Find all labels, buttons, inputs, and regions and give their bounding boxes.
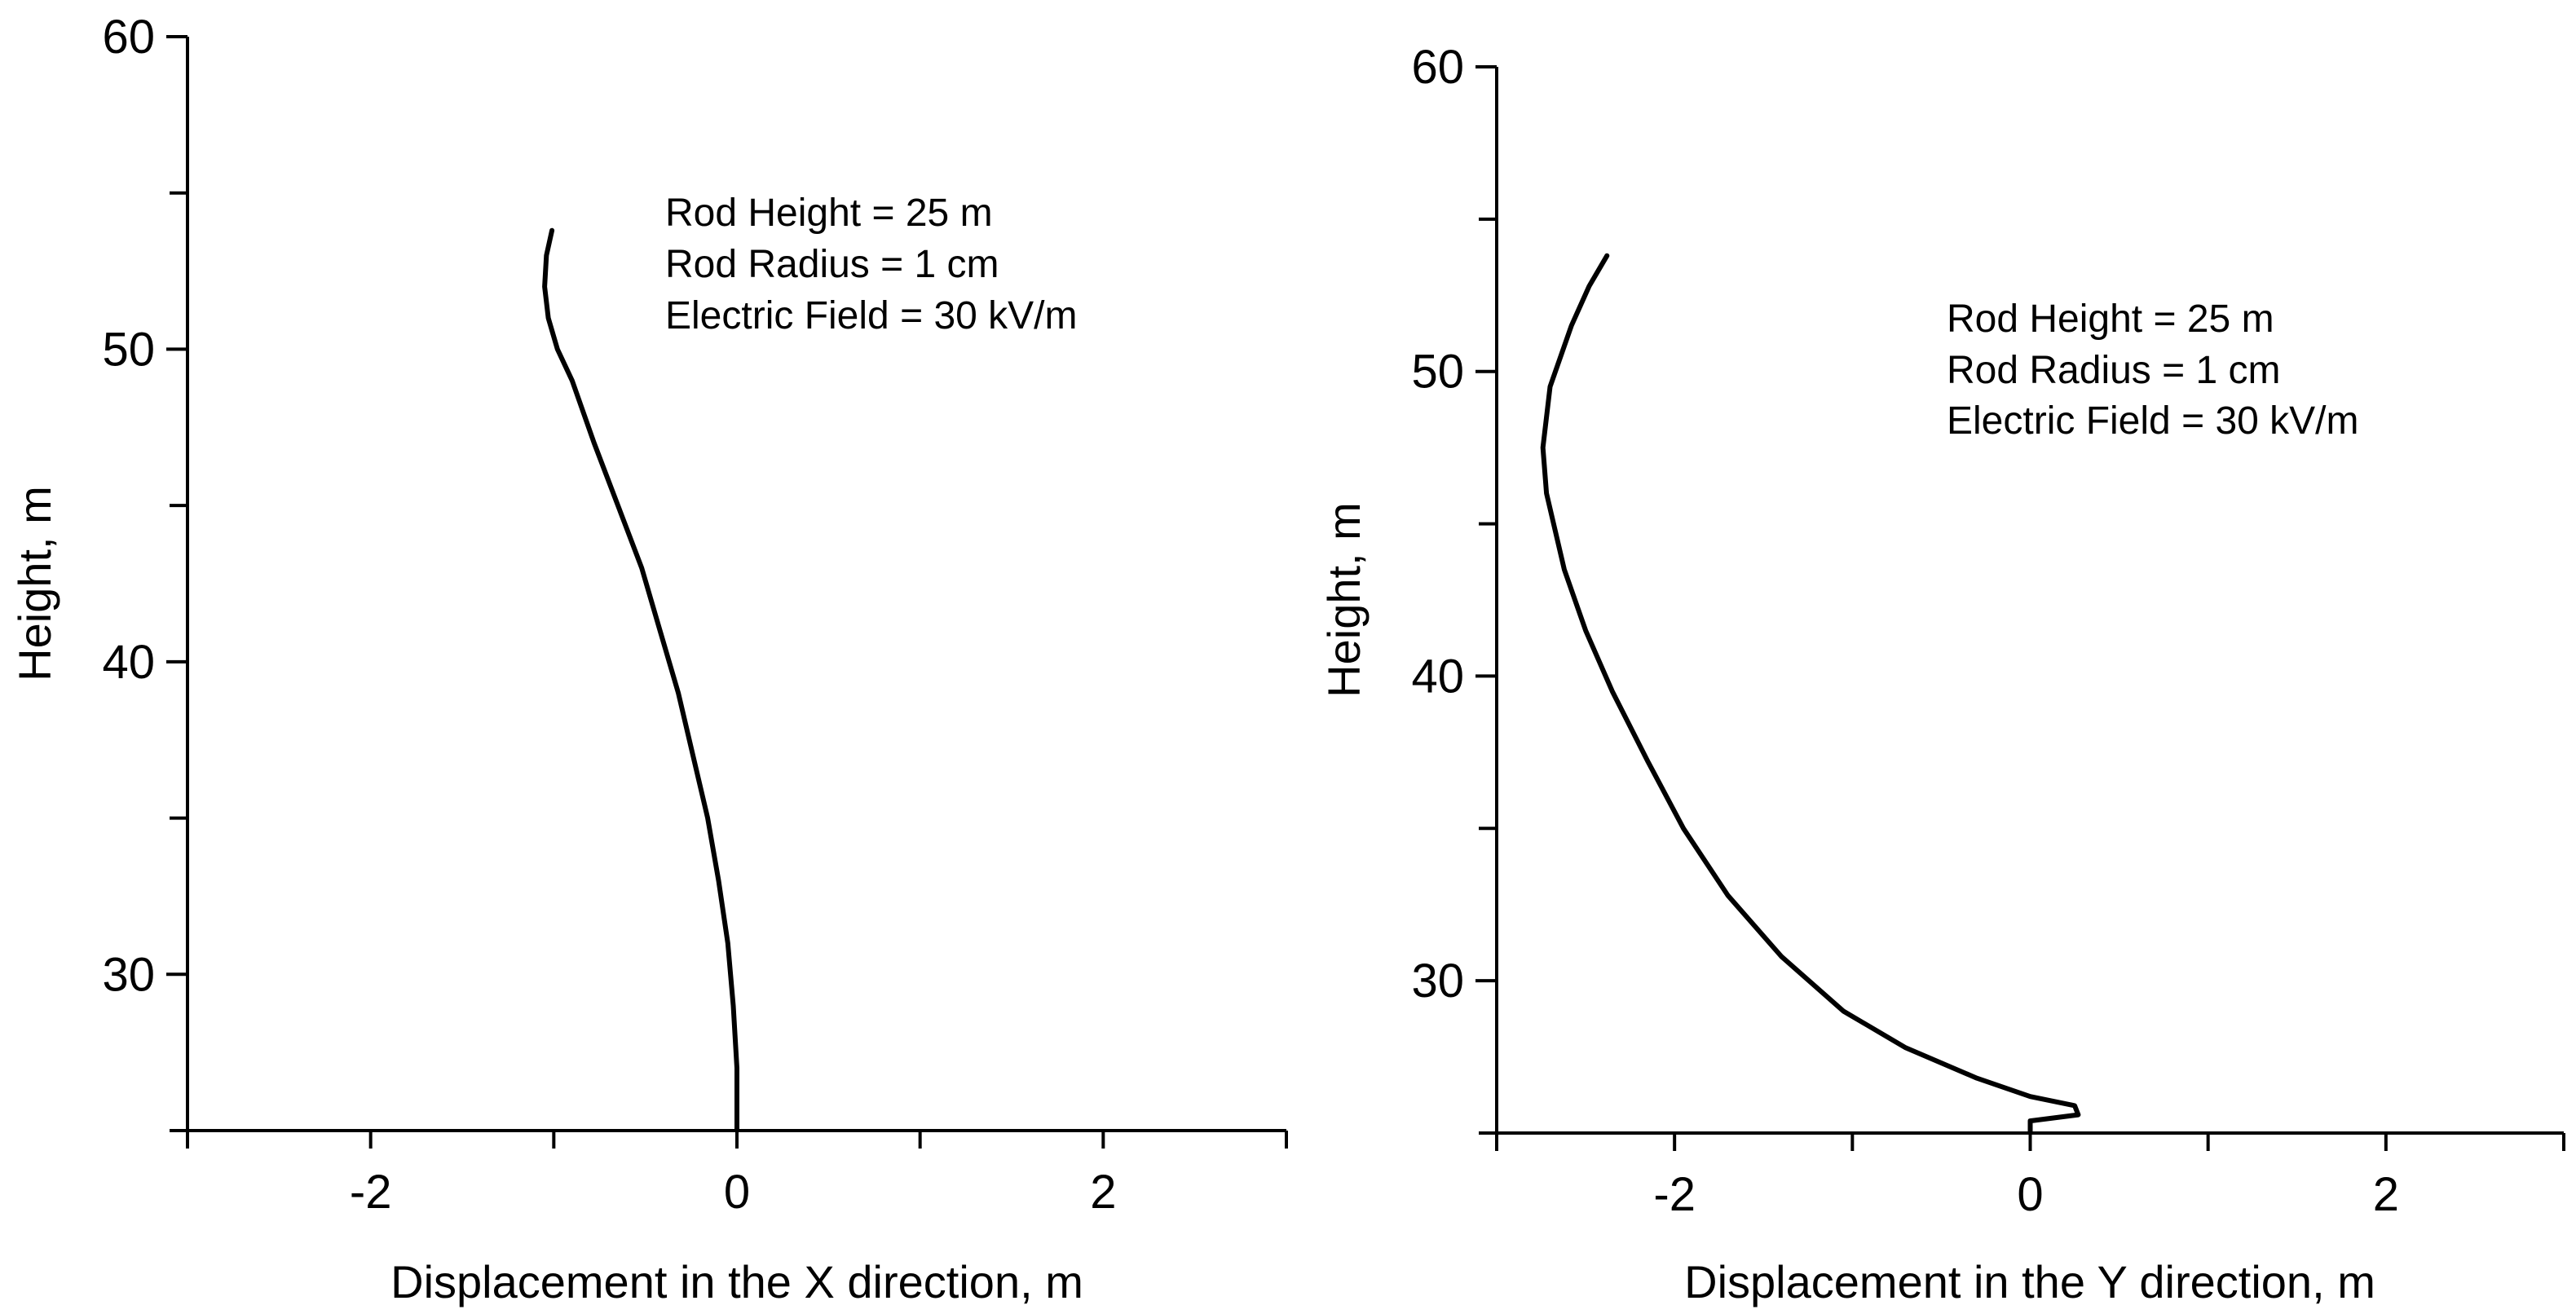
chart-panel-x: Displacement in the X direction, m Heigh… [9,11,1288,1307]
annotation-rod-height: Rod Height = 25 m [1947,298,2274,341]
annotation-electric-field: Electric Field = 30 kV/m [1947,399,2359,443]
annotation-electric-field: Electric Field = 30 kV/m [665,294,1078,337]
y-axis-title: Height, m [9,486,60,681]
y-tick-label: 50 [1411,346,1464,399]
y-tick-label: 30 [1411,955,1464,1008]
series-line-0-0 [542,227,739,1133]
y-tick-label: 50 [102,323,155,376]
x-tick-label: 0 [724,1166,750,1219]
x-tick-label: 0 [2017,1168,2043,1221]
x-tick-label: 2 [1090,1166,1116,1219]
series-line-1-0 [1540,253,2081,1135]
y-tick-label: 60 [1411,41,1464,94]
y-tick-label: 30 [102,948,155,1001]
annotation-rod-radius: Rod Radius = 1 cm [1947,349,2281,392]
y-tick-label: 40 [1411,650,1464,703]
y-tick-label: 60 [102,11,155,64]
x-tick-label: -2 [350,1166,392,1219]
y-tick-label: 40 [102,636,155,689]
x-axis-title: Displacement in the X direction, m [390,1256,1083,1307]
annotation-rod-height: Rod Height = 25 m [665,192,993,235]
y-axis-title: Height, m [1318,502,1370,698]
chart-panel-y: Displacement in the Y direction, m Heigh… [1318,41,2565,1307]
annotation-rod-radius: Rod Radius = 1 cm [665,243,999,286]
x-tick-label: 2 [2373,1168,2399,1221]
x-tick-label: -2 [1653,1168,1696,1221]
x-axis-title: Displacement in the Y direction, m [1684,1256,2375,1307]
